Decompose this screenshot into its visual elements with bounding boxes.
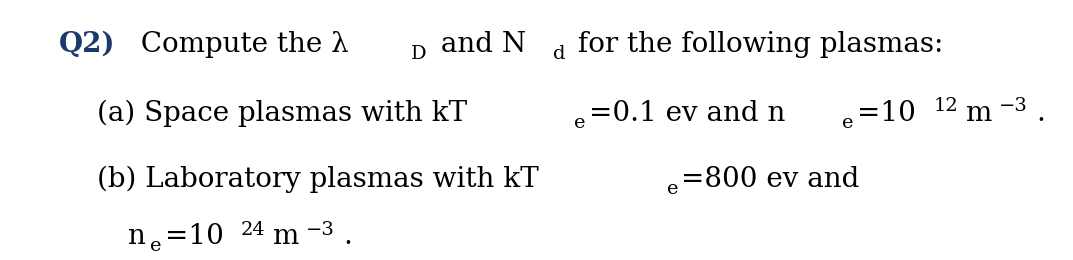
Text: m: m bbox=[965, 100, 991, 127]
Text: e: e bbox=[149, 237, 161, 255]
Text: =10: =10 bbox=[164, 223, 223, 250]
Text: n: n bbox=[127, 223, 145, 250]
Text: e: e bbox=[666, 180, 678, 198]
Text: e: e bbox=[574, 114, 586, 132]
Text: =10: =10 bbox=[857, 100, 916, 127]
Text: .: . bbox=[1037, 100, 1045, 127]
Text: (b) Laboratory plasmas with kT: (b) Laboratory plasmas with kT bbox=[97, 166, 539, 193]
Text: −3: −3 bbox=[307, 221, 336, 239]
Text: −3: −3 bbox=[999, 97, 1028, 115]
Text: 12: 12 bbox=[934, 97, 958, 115]
Text: (a) Space plasmas with kT: (a) Space plasmas with kT bbox=[97, 100, 467, 127]
Text: and N: and N bbox=[431, 31, 526, 58]
Text: m: m bbox=[273, 223, 298, 250]
Text: =800 ev and: =800 ev and bbox=[681, 166, 859, 193]
Text: =0.1 ev and n: =0.1 ev and n bbox=[589, 100, 785, 127]
Text: d: d bbox=[554, 45, 565, 63]
Text: 24: 24 bbox=[240, 221, 265, 239]
Text: D: D bbox=[411, 45, 427, 63]
Text: Compute the λ: Compute the λ bbox=[132, 31, 349, 58]
Text: .: . bbox=[343, 223, 353, 250]
Text: Q2): Q2) bbox=[59, 31, 116, 58]
Text: for the following plasmas:: for the following plasmas: bbox=[570, 31, 944, 58]
Text: e: e bbox=[842, 114, 854, 132]
